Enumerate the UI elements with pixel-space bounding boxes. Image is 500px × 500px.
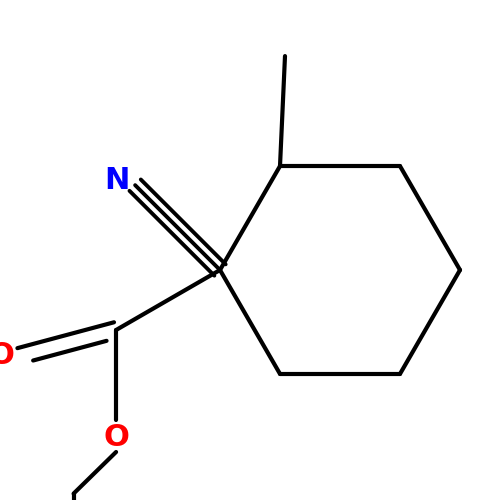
Text: O: O (0, 342, 14, 370)
Text: N: N (104, 166, 130, 194)
Text: O: O (103, 424, 129, 452)
